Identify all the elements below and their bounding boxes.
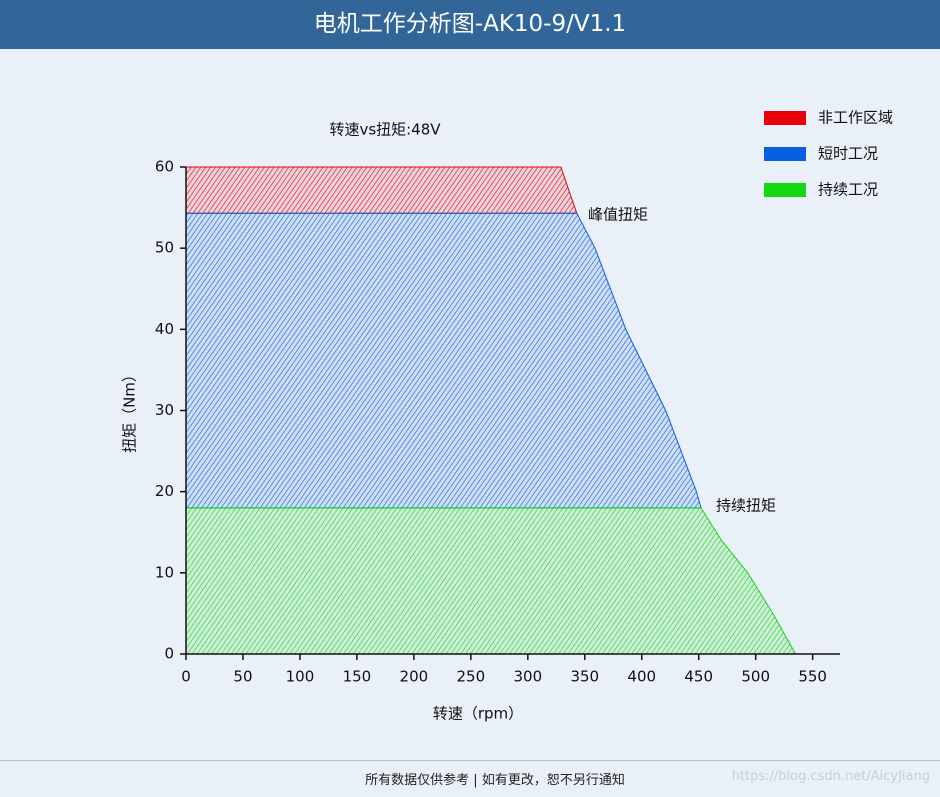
y-tick-label: 40 (155, 320, 174, 338)
x-axis-label: 转速（rpm） (433, 705, 523, 723)
y-tick-label: 10 (155, 563, 174, 581)
x-tick-label: 250 (457, 668, 486, 686)
footer-divider (0, 760, 940, 761)
watermark: https://blog.csdn.net/AicyJiang (731, 769, 930, 784)
area-region (185, 212, 702, 509)
x-tick-label: 350 (570, 668, 599, 686)
legend-label: 非工作区域 (818, 109, 893, 127)
x-tick-label: 150 (343, 668, 372, 686)
y-tick-label: 50 (155, 239, 174, 257)
y-axis-label: 扭矩（Nm） (121, 367, 139, 453)
x-tick-label: 50 (233, 668, 252, 686)
y-tick-label: 30 (155, 401, 174, 419)
header-title: 电机工作分析图-AK10-9/V1.1 (0, 0, 940, 49)
legend-swatch (764, 183, 806, 197)
footer-note: 所有数据仅供参考 | 如有更改，恕不另行通知 (365, 773, 625, 788)
legend-swatch (764, 147, 806, 161)
area-region (185, 507, 797, 655)
legend-label: 持续工况 (818, 181, 878, 199)
y-tick-label: 20 (155, 482, 174, 500)
x-tick-label: 550 (798, 668, 827, 686)
annotation: 峰值扭矩 (588, 206, 648, 224)
x-tick-label: 500 (741, 668, 770, 686)
x-tick-label: 100 (286, 668, 315, 686)
x-tick-label: 450 (684, 668, 713, 686)
area-region (185, 166, 578, 214)
chart-title: 转速vs扭矩:48V (329, 121, 441, 139)
x-tick-label: 300 (513, 668, 542, 686)
y-tick-label: 0 (164, 645, 174, 663)
x-tick-label: 0 (181, 668, 191, 686)
chart: 转速vs扭矩:48V 转速（rpm） 扭矩（Nm） 峰值扭矩 持续扭矩 0 50 1… (121, 109, 894, 723)
annotation: 持续扭矩 (716, 497, 776, 515)
x-tick-label: 200 (400, 668, 429, 686)
x-tick-label: 400 (627, 668, 656, 686)
legend-label: 短时工况 (818, 145, 878, 163)
y-tick-label: 60 (155, 158, 174, 176)
legend-swatch (764, 111, 806, 125)
